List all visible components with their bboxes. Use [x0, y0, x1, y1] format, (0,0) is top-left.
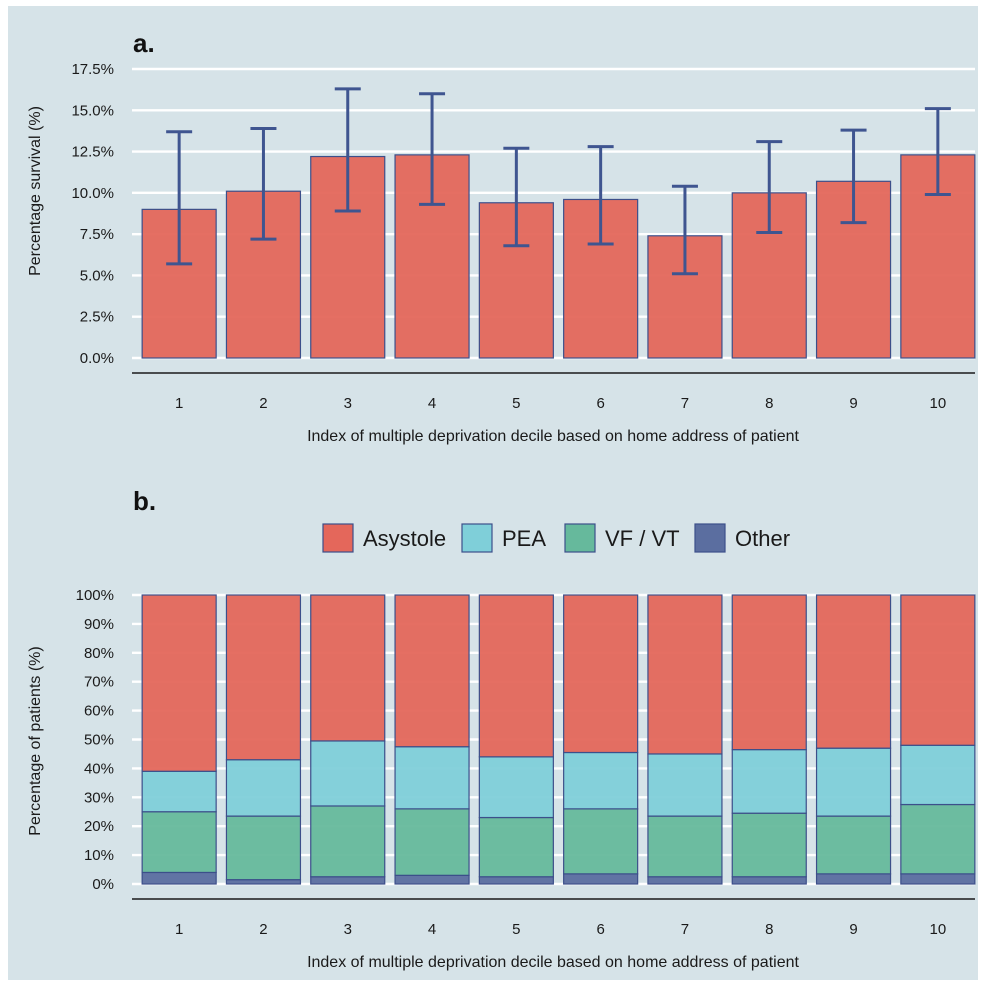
x-tick-label-b: 2	[259, 921, 267, 938]
panel-label-a: a.	[133, 28, 155, 58]
stacked-bar-segment-pea	[815, 747, 892, 817]
stacked-bar-segment-vf-vt	[815, 815, 892, 875]
stacked-bar-segment-asystole	[310, 594, 386, 742]
y-axis-title-a: Percentage survival (%)	[27, 106, 44, 276]
stacked-bar-segment-other	[310, 876, 386, 885]
y-tick-label-b: 100%	[76, 587, 114, 604]
x-tick-label-a: 5	[512, 395, 520, 412]
x-tick-label-b: 1	[175, 921, 183, 938]
survival-and-rhythm-charts: a. 0.0% 2.5% 5.0% 7.5% 10.0% 12.5% 15.0% 17.5% 1 2…	[27, 28, 976, 971]
stacked-bar-segment-asystole	[478, 594, 554, 758]
stacked-bar-segment-pea	[141, 770, 217, 813]
legend-swatch-vf-vt	[564, 523, 596, 553]
x-tick-label-a: 2	[259, 395, 267, 412]
stacked-bar-segment-asystole	[394, 594, 470, 748]
y-tick-label-b: 80%	[84, 645, 114, 662]
stacked-bar-segment-asystole	[563, 594, 639, 754]
stacked-bar-segment-asystole	[141, 594, 217, 772]
stacked-bar-segment-other	[563, 873, 639, 885]
x-tick-label-a: 6	[596, 395, 604, 412]
legend-label: PEA	[502, 526, 546, 551]
y-tick-label-b: 50%	[84, 732, 114, 749]
y-tick-label-b: 10%	[84, 847, 114, 864]
x-tick-label-b: 7	[681, 921, 689, 938]
stacked-bar-segment-pea	[900, 744, 976, 806]
stacked-bar-segment-asystole	[225, 594, 302, 761]
stacked-bar-segment-other	[900, 873, 976, 885]
stacked-bar-segment-pea	[225, 759, 302, 817]
figure-background: a. 0.0% 2.5% 5.0% 7.5% 10.0% 12.5% 15.0% 17.5% 1 2…	[8, 6, 978, 980]
x-tick-label-b: 8	[765, 921, 773, 938]
stacked-bar-segment-pea	[647, 753, 723, 817]
panel-label-b: b.	[133, 486, 156, 516]
y-tick-label-b: 30%	[84, 789, 114, 806]
legend-swatch-other	[694, 523, 726, 553]
x-axis-title-a: Index of multiple deprivation decile bas…	[307, 428, 799, 445]
x-axis-title-b: Index of multiple deprivation decile bas…	[307, 954, 799, 971]
stacked-bar-segment-asystole	[647, 594, 723, 755]
x-tick-label-b: 10	[930, 921, 947, 938]
x-tick-label-b: 9	[849, 921, 857, 938]
x-tick-label-a: 4	[428, 395, 436, 412]
x-tick-label-a: 3	[344, 395, 352, 412]
y-tick-label-a: 10.0%	[71, 185, 114, 202]
legend-swatch-asystole	[322, 523, 354, 553]
y-tick-label-a: 7.5%	[80, 226, 114, 243]
x-tick-label-b: 5	[512, 921, 520, 938]
y-tick-label-a: 2.5%	[80, 309, 114, 326]
stacked-bar-segment-pea	[310, 740, 386, 807]
stacked-bar-segment-other	[815, 873, 892, 885]
survival-bar	[394, 154, 470, 359]
y-tick-label-a: 15.0%	[71, 102, 114, 119]
y-tick-label-a: 5.0%	[80, 267, 114, 284]
x-tick-label-a: 1	[175, 395, 183, 412]
x-tick-label-a: 7	[681, 395, 689, 412]
legend-label: Asystole	[363, 526, 446, 551]
y-tick-label-b: 40%	[84, 760, 114, 777]
stacked-bar-segment-vf-vt	[394, 808, 470, 876]
x-tick-label-a: 9	[849, 395, 857, 412]
y-tick-label-a: 12.5%	[71, 144, 114, 161]
stacked-bar-segment-pea	[731, 749, 807, 814]
stacked-bar-segment-other	[394, 874, 470, 885]
legend-swatch-pea	[461, 523, 493, 553]
x-tick-label-b: 3	[344, 921, 352, 938]
stacked-bar-segment-other	[225, 879, 302, 885]
stacked-bar-segment-asystole	[900, 594, 976, 746]
stacked-bar-segment-pea	[478, 756, 554, 819]
y-tick-label-b: 90%	[84, 616, 114, 633]
stacked-bar-segment-vf-vt	[141, 811, 217, 874]
stacked-bar-segment-other	[478, 876, 554, 885]
stacked-bar-segment-vf-vt	[900, 803, 976, 875]
x-tick-label-b: 4	[428, 921, 436, 938]
stacked-bar-segment-pea	[394, 746, 470, 810]
stacked-bar-segment-asystole	[731, 594, 807, 751]
y-tick-label-b: 70%	[84, 674, 114, 691]
stacked-bar-segment-vf-vt	[225, 815, 302, 881]
stacked-bar-segment-vf-vt	[478, 816, 554, 878]
y-axis-title-b: Percentage of patients (%)	[27, 646, 44, 835]
stacked-bar-segment-other	[141, 871, 217, 885]
stacked-bar-segment-vf-vt	[310, 805, 386, 878]
y-tick-label-b: 0%	[92, 876, 114, 893]
y-tick-label-a: 17.5%	[71, 61, 114, 78]
stacked-bar-segment-vf-vt	[647, 815, 723, 878]
y-tick-label-b: 60%	[84, 703, 114, 720]
x-tick-label-a: 8	[765, 395, 773, 412]
stacked-bar-segment-pea	[563, 751, 639, 810]
stacked-bar-segment-other	[647, 876, 723, 885]
x-tick-label-a: 10	[930, 395, 947, 412]
stacked-bar-segment-other	[731, 876, 807, 885]
stacked-bar-segment-vf-vt	[731, 812, 807, 878]
legend-label: VF / VT	[605, 526, 680, 551]
y-tick-label-a: 0.0%	[80, 350, 114, 367]
stacked-bar-segment-vf-vt	[563, 808, 639, 875]
y-tick-label-b: 20%	[84, 818, 114, 835]
stacked-bar-segment-asystole	[815, 594, 892, 749]
x-tick-label-b: 6	[596, 921, 604, 938]
legend-label: Other	[735, 526, 790, 551]
